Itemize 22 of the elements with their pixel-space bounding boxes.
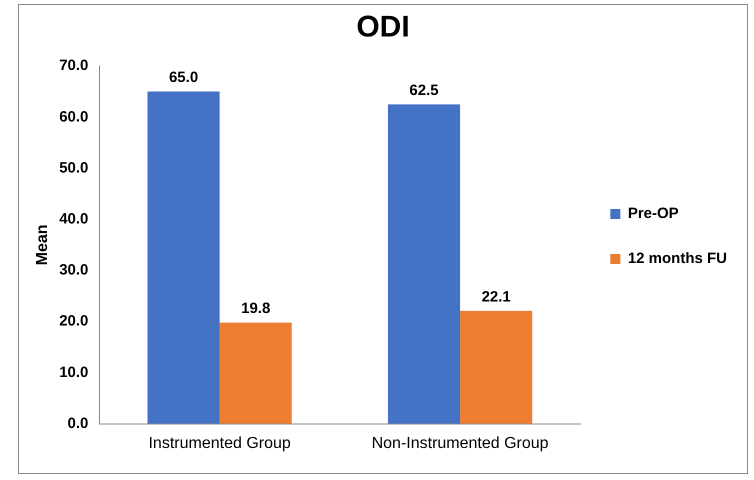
data-label: 19.8 — [241, 300, 270, 318]
y-tick-label: 0.0 — [68, 414, 88, 432]
bar — [388, 104, 460, 424]
data-label: 22.1 — [482, 288, 511, 306]
data-label: 65.0 — [168, 69, 198, 86]
y-tick-label: 30.0 — [59, 262, 88, 279]
y-tick-label: 70.0 — [59, 57, 88, 74]
y-tick-label: 20.0 — [59, 312, 88, 330]
y-axis-title: Mean — [34, 224, 52, 266]
bar — [147, 92, 220, 424]
y-tick-label: 50.0 — [59, 159, 88, 176]
x-tick-label: Non-Instrumented Group — [372, 434, 549, 452]
chart-title: ODI — [356, 10, 410, 44]
x-tick-label: Instrumented Group — [148, 434, 291, 452]
bar — [220, 322, 292, 424]
data-label: 62.5 — [409, 82, 439, 99]
bar — [460, 310, 532, 424]
legend-label: 12 months FU — [628, 250, 728, 268]
y-tick-label: 40.0 — [59, 210, 88, 228]
y-tick-label: 60.0 — [59, 108, 88, 126]
y-tick-label: 10.0 — [59, 364, 88, 381]
legend-label: Pre-OP — [628, 205, 679, 222]
